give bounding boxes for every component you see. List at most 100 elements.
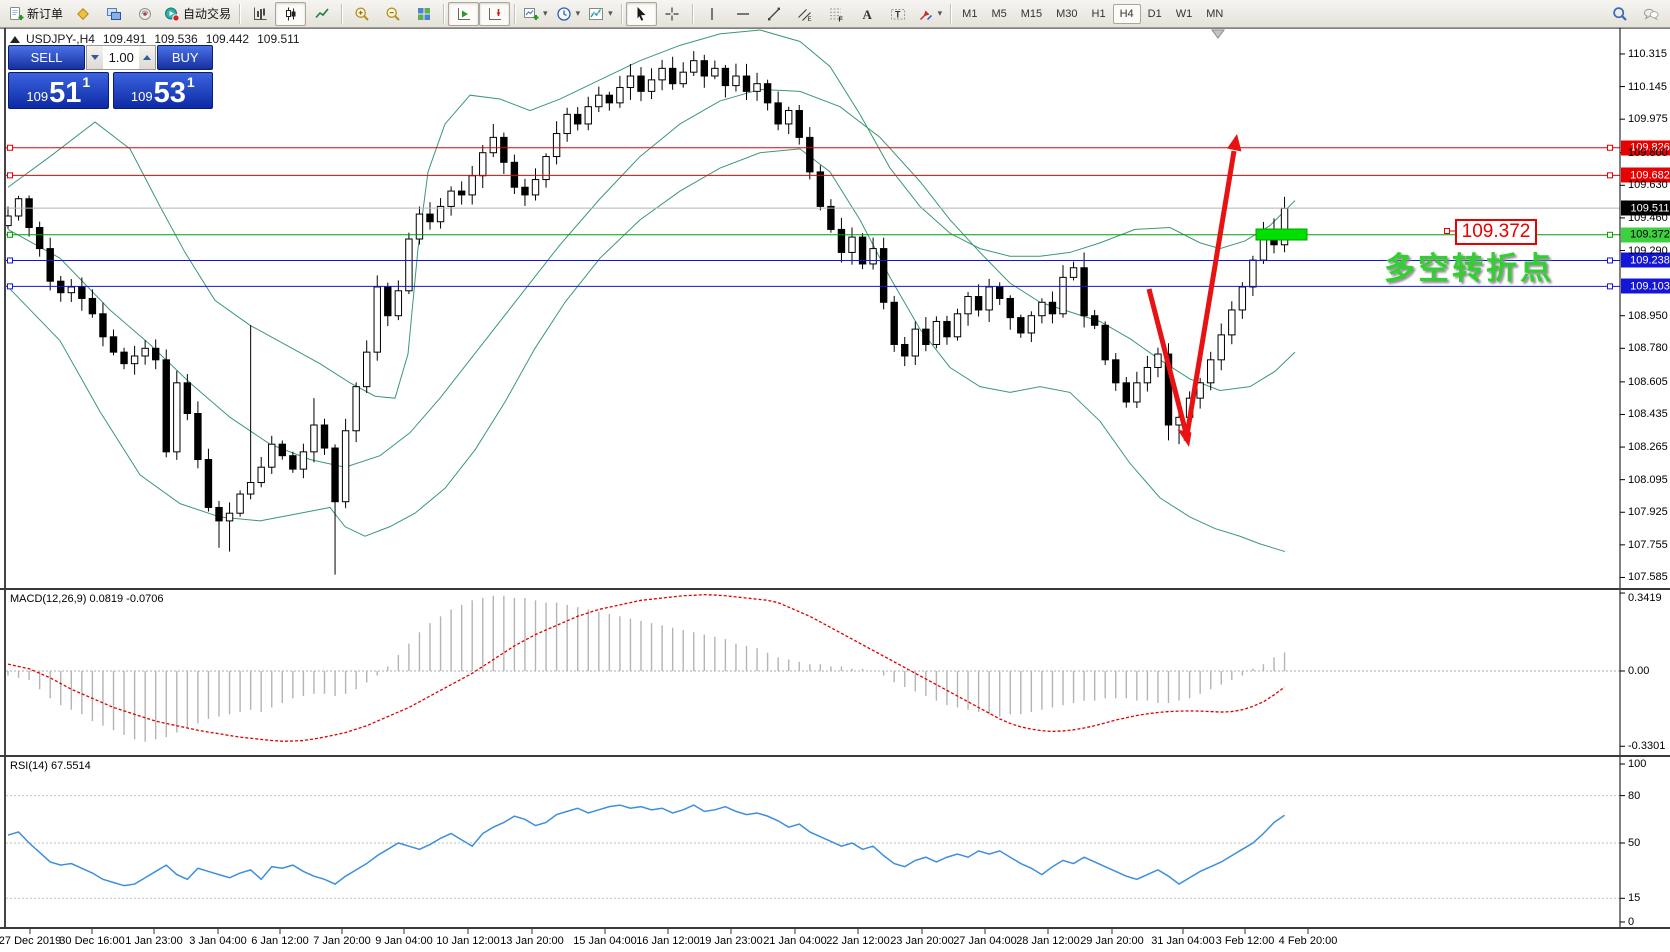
- trend-arrow-up[interactable]: [1183, 150, 1237, 442]
- chart-title-bar: USDJPY-,H4 109.491 109.536 109.442 109.5…: [10, 32, 300, 46]
- buy-price-button[interactable]: 109 53 1: [112, 72, 213, 109]
- shapes-icon: [918, 6, 934, 22]
- zoom-out-button[interactable]: [377, 2, 408, 26]
- bull-candle: [341, 430, 350, 503]
- chevron-down-icon: ▾: [575, 8, 581, 18]
- support-line-2-handle[interactable]: [7, 283, 13, 290]
- bull-candle: [658, 67, 666, 81]
- price-tick-label: 108.780: [1628, 342, 1668, 355]
- line-chart-button[interactable]: [306, 2, 337, 26]
- resistance-line-2-handle[interactable]: [1607, 172, 1613, 179]
- cursor-button[interactable]: [625, 1, 657, 26]
- timeframe-m30[interactable]: M30: [1056, 7, 1078, 20]
- timeframe-d1[interactable]: D1: [1147, 7, 1162, 20]
- new-chart-dropdown[interactable]: ▾: [519, 2, 552, 26]
- pivot-line-green-handle[interactable]: [7, 231, 13, 238]
- time-tick-label: 3 Jan 04:00: [189, 935, 247, 947]
- timeframe-mn[interactable]: MN: [1206, 7, 1224, 20]
- chart-shift-button[interactable]: [479, 1, 511, 26]
- arrows-dropdown[interactable]: ▾: [914, 2, 947, 26]
- vertical-line-button[interactable]: [697, 2, 728, 26]
- price-tick-label: 108.095: [1628, 473, 1668, 486]
- trend-arrow-head[interactable]: [1227, 134, 1242, 152]
- buy-price-pips: 53: [153, 77, 186, 109]
- zoom-in-button[interactable]: [346, 2, 377, 26]
- bull-bear-turning-point-annotation[interactable]: 多空转折点: [1384, 251, 1554, 287]
- one-click-collapse-icon[interactable]: [10, 35, 20, 43]
- resistance-line-1-handle[interactable]: [7, 144, 13, 151]
- bear-candle: [721, 67, 730, 87]
- bar-chart-button[interactable]: [244, 2, 275, 26]
- bull-candle: [1217, 334, 1225, 361]
- time-tick-label: 6 Jan 12:00: [251, 935, 309, 947]
- timeframe-m5[interactable]: M5: [991, 7, 1007, 20]
- text-label-button[interactable]: T: [883, 2, 914, 26]
- bull-candle: [563, 113, 571, 135]
- candlestick-chart-button[interactable]: [275, 1, 307, 26]
- price-flag-annotation[interactable]: 109.372: [1455, 219, 1537, 245]
- support-line-1-handle[interactable]: [7, 257, 13, 264]
- support-line-2-handle[interactable]: [1607, 283, 1613, 290]
- timeframe-w1[interactable]: W1: [1175, 7, 1193, 20]
- rsi-line: [7, 804, 1285, 887]
- support-line-1-handle[interactable]: [1607, 257, 1613, 264]
- svg-text:F: F: [839, 16, 844, 22]
- bear-candle: [162, 359, 170, 453]
- zoom-out-icon: [385, 6, 401, 22]
- bear-candle: [890, 301, 898, 345]
- timeframe-m1[interactable]: M1: [962, 7, 978, 20]
- bear-candle: [996, 286, 1004, 299]
- signals-icon: [137, 6, 153, 22]
- auto-scroll-button[interactable]: [448, 1, 480, 26]
- sell-button[interactable]: SELL: [8, 45, 86, 70]
- timeframe-h4[interactable]: H4: [1112, 3, 1141, 24]
- green-zone-box[interactable]: [1255, 228, 1308, 241]
- bear-candle: [331, 447, 339, 503]
- price-flag-handle[interactable]: [1444, 228, 1450, 234]
- horizontal-line-button[interactable]: [728, 2, 759, 26]
- sell-price-button[interactable]: 109 51 1: [8, 72, 109, 109]
- new-order-button[interactable]: 新订单: [4, 2, 67, 26]
- toolbar-separator: [443, 3, 445, 24]
- volume-input[interactable]: 1.00: [103, 46, 140, 69]
- resistance-line-1-handle[interactable]: [1607, 144, 1613, 151]
- signals-button[interactable]: [129, 2, 160, 26]
- bear-candle: [1164, 353, 1173, 426]
- community-button[interactable]: [1635, 2, 1666, 26]
- bear-candle: [320, 424, 329, 449]
- timeframe-h1[interactable]: H1: [1091, 7, 1106, 20]
- trend-arrow-down[interactable]: [1146, 288, 1189, 434]
- toolbar: 新订单 自动交易 ▾ ▾ ▾ E F A T ▾ M1 M5 M15 M30 H1 H4 D1 W1 MN: [0, 0, 1670, 28]
- bear-candle: [795, 110, 803, 138]
- volume-stepper: 1.00: [86, 45, 157, 70]
- trendline-button[interactable]: [759, 2, 790, 26]
- tile-windows-button[interactable]: [408, 2, 439, 26]
- bull-candle: [225, 512, 234, 522]
- templates-dropdown[interactable]: ▾: [584, 2, 617, 26]
- bull-candle: [246, 482, 255, 495]
- crosshair-icon: [664, 6, 680, 22]
- text-button[interactable]: A: [852, 2, 883, 26]
- fibonacci-button[interactable]: F: [821, 2, 852, 26]
- bear-candle: [109, 336, 118, 353]
- search-button[interactable]: [1604, 2, 1635, 26]
- volume-increase-button[interactable]: [139, 46, 156, 69]
- bear-candle: [879, 248, 888, 303]
- sell-price-point: 1: [82, 74, 91, 90]
- timeframe-m15[interactable]: M15: [1020, 7, 1043, 20]
- resistance-line-2-handle[interactable]: [7, 172, 13, 179]
- chart-shift-marker[interactable]: [1211, 29, 1225, 39]
- equidistant-channel-button[interactable]: E: [790, 2, 821, 26]
- vline-icon: [704, 6, 720, 22]
- autotrading-button[interactable]: 自动交易: [160, 2, 235, 26]
- bear-candle: [816, 171, 825, 207]
- profiles-button[interactable]: [98, 2, 129, 26]
- pivot-line-green-handle[interactable]: [1607, 231, 1613, 238]
- crosshair-button[interactable]: [657, 2, 688, 26]
- new-chart-button[interactable]: [67, 2, 98, 26]
- periods-dropdown[interactable]: ▾: [552, 2, 585, 26]
- channel-icon: E: [797, 6, 813, 23]
- volume-decrease-button[interactable]: [87, 46, 104, 69]
- buy-button[interactable]: BUY: [157, 45, 213, 70]
